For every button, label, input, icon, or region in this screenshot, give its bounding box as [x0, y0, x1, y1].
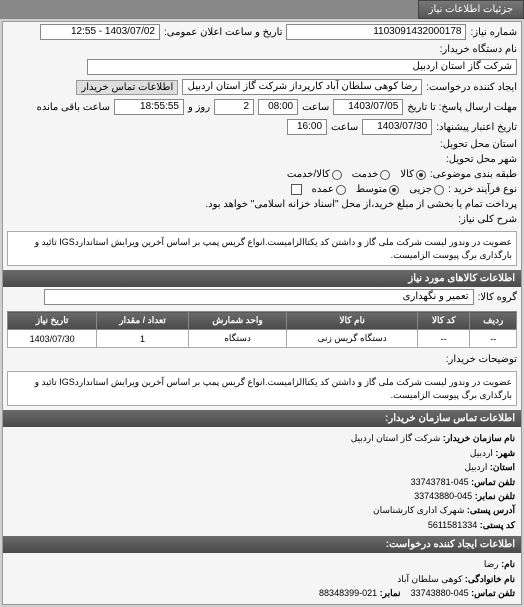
cell-unit: دستگاه — [188, 330, 286, 348]
contact-info-button[interactable]: اطلاعات تماس خریدار — [76, 80, 178, 95]
th-unit: واحد شمارش — [188, 312, 286, 330]
rc-fax-value: 021-88348399 — [319, 588, 377, 598]
tab-details[interactable]: جزئیات اطلاعات نیاز — [418, 0, 524, 19]
buyer-contact-block: نام سازمان خریدار: شرکت گاز استان اردبیل… — [3, 427, 521, 536]
goods-table: ردیف کد کالا نام کالا واحد شمارش تعداد /… — [7, 311, 517, 348]
cell-code: -- — [417, 330, 470, 348]
bc-city-label: شهر: — [495, 448, 515, 458]
announce-field: 1403/07/02 - 12:55 — [40, 24, 160, 40]
rc-fax-label: نمابر: — [380, 588, 401, 598]
remain-time: 18:55:55 — [114, 99, 184, 115]
announce-label: تاریخ و ساعت اعلان عمومی: — [164, 27, 283, 38]
cell-qty: 1 — [97, 330, 189, 348]
request-no-label: شماره نیاز: — [470, 27, 517, 38]
rc-family-value: کوهی سلطان آباد — [397, 574, 462, 584]
radio-high[interactable]: عمده — [312, 184, 346, 195]
rc-phone-value: 045-33743880 — [411, 588, 469, 598]
bc-phone-value: 045-33743781 — [411, 477, 469, 487]
credit-time: 16:00 — [287, 119, 327, 135]
desc-text: عضویت در وندور لیست شرکت ملی گاز و داشتن… — [7, 231, 517, 266]
bc-address-label: آدرس پستی: — [467, 505, 515, 515]
radio-low[interactable]: جزیی — [409, 184, 444, 195]
bc-province-label: استان: — [490, 462, 515, 472]
days-label: روز و — [188, 102, 210, 113]
rc-family-label: نام خانوادگی: — [465, 574, 515, 584]
table-row: -- -- دستگاه گریس زنی دستگاه 1 1403/07/3… — [8, 330, 517, 348]
credit-date: 1403/07/30 — [362, 119, 432, 135]
desc-label: شرح کلی نیاز: — [458, 214, 517, 225]
treasury-checkbox[interactable] — [291, 184, 302, 195]
credit-label: تاریخ اعتبار پیشنهاد: — [436, 122, 517, 133]
requester-field: رضا کوهی سلطان آباد کارپرداز شرکت گاز اس… — [182, 79, 422, 95]
group-label: گروه کالا: — [478, 292, 517, 303]
purchase-type-label: نوع فرآیند خرید : — [448, 184, 517, 195]
cell-date: 1403/07/30 — [8, 330, 97, 348]
deadline-time: 08:00 — [258, 99, 298, 115]
radio-med[interactable]: متوسط — [356, 184, 399, 195]
th-row: ردیف — [470, 312, 517, 330]
radio-khedmat[interactable]: خدمت — [352, 169, 391, 180]
credit-time-label: ساعت — [331, 122, 358, 133]
time-label: ساعت — [302, 102, 329, 113]
requester-contact-header: اطلاعات ایجاد کننده درخواست: — [3, 536, 521, 553]
cell-row: -- — [470, 330, 517, 348]
bc-city-value: اردبیل — [470, 448, 493, 458]
radio-dot-icon — [416, 170, 426, 180]
bc-address-value: شهرک اداری کارشناسان — [373, 505, 464, 515]
remain-label: ساعت باقی مانده — [37, 102, 110, 113]
bc-fax-value: 045-33743880 — [414, 491, 472, 501]
radio-dot-icon — [434, 185, 444, 195]
radio-low-label: جزیی — [409, 184, 432, 195]
requester-label: ایجاد کننده درخواست: — [426, 82, 517, 93]
radio-dot-icon — [389, 185, 399, 195]
buyer-label: نام دستگاه خریدار: — [440, 44, 517, 55]
province-label: استان محل تحویل: — [440, 139, 517, 150]
org-label: نام سازمان خریدار: — [443, 433, 515, 443]
deadline-label: مهلت ارسال پاسخ: تا تاریخ — [407, 102, 517, 113]
rc-name-label: نام: — [501, 559, 515, 569]
buyer-field: شرکت گاز استان اردبیل — [87, 59, 517, 75]
bc-fax-label: تلفن نمابر: — [475, 491, 515, 501]
th-qty: تعداد / مقدار — [97, 312, 189, 330]
rc-phone-label: تلفن تماس: — [471, 588, 515, 598]
radio-dot-icon — [380, 170, 390, 180]
radio-kala[interactable]: کالا — [400, 169, 426, 180]
radio-both-label: کالا/خدمت — [287, 169, 330, 180]
radio-khedmat-label: خدمت — [352, 169, 379, 180]
requester-contact-block: نام: رضا نام خانوادگی: کوهی سلطان آباد ت… — [3, 553, 521, 604]
radio-high-label: عمده — [312, 184, 334, 195]
radio-kala-label: کالا — [400, 169, 414, 180]
cell-name: دستگاه گریس زنی — [287, 330, 418, 348]
buyer-desc-label: توضیحات خریدار: — [446, 354, 517, 365]
group-field: تعمیر و نگهداری — [44, 289, 474, 305]
packaging-label: طبقه بندی موضوعی: — [430, 169, 517, 180]
rc-name-value: رضا — [484, 559, 499, 569]
bc-province-value: اردبیل — [464, 462, 487, 472]
th-date: تاریخ نیاز — [8, 312, 97, 330]
bc-postal-value: 5611581334 — [428, 520, 477, 530]
th-code: کد کالا — [417, 312, 470, 330]
org-value: شرکت گاز استان اردبیل — [351, 433, 441, 443]
goods-header: اطلاعات کالاهای مورد نیاز — [3, 270, 521, 287]
request-no-field: 1103091432000178 — [286, 24, 466, 40]
treasury-note: پرداخت تمام یا بخشی از مبلغ خرید،از محل … — [205, 199, 517, 210]
radio-both[interactable]: کالا/خدمت — [287, 169, 342, 180]
city-label: شهر محل تحویل: — [446, 154, 517, 165]
deadline-date: 1403/07/05 — [333, 99, 403, 115]
main-panel: شماره نیاز: 1103091432000178 تاریخ و ساع… — [2, 21, 522, 605]
radio-med-label: متوسط — [356, 184, 387, 195]
bc-phone-label: تلفن تماس: — [471, 477, 515, 487]
radio-dot-icon — [336, 185, 346, 195]
buyer-desc-text: عضویت در وندور لیست شرکت ملی گاز و داشتن… — [7, 371, 517, 406]
radio-dot-icon — [332, 170, 342, 180]
buyer-contact-header: اطلاعات تماس سازمان خریدار: — [3, 410, 521, 427]
bc-postal-label: کد پستی: — [480, 520, 515, 530]
th-name: نام کالا — [287, 312, 418, 330]
days-field: 2 — [214, 99, 254, 115]
